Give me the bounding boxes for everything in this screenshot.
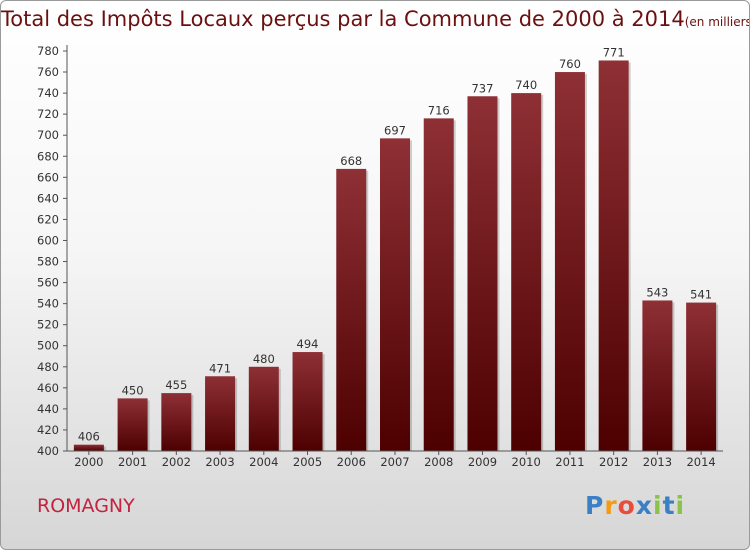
y-tick-label: 520 bbox=[37, 318, 59, 332]
x-tick-label: 2000 bbox=[74, 455, 103, 469]
x-tick-label: 2007 bbox=[380, 455, 409, 469]
bar bbox=[554, 72, 585, 451]
y-tick-label: 700 bbox=[37, 128, 59, 142]
bar bbox=[642, 300, 673, 451]
bar bbox=[205, 376, 236, 451]
x-tick-label: 2014 bbox=[686, 455, 715, 469]
chart-title-main: Total des Impôts Locaux perçus par la Co… bbox=[1, 7, 685, 31]
y-tick-label: 580 bbox=[37, 255, 59, 269]
logo-letter: r bbox=[604, 491, 618, 520]
x-tick-label: 2010 bbox=[512, 455, 541, 469]
y-tick-label: 740 bbox=[37, 86, 59, 100]
x-tick-label: 2011 bbox=[555, 455, 584, 469]
bar bbox=[598, 60, 629, 451]
commune-name: ROMAGNY bbox=[37, 495, 135, 517]
bars: 406 450 455 471 480 494 668 697 716 737 740 760 771 5… bbox=[73, 45, 719, 452]
y-tick-label: 460 bbox=[37, 381, 59, 395]
y-tick-label: 780 bbox=[37, 44, 59, 58]
y-tick-label: 500 bbox=[37, 339, 59, 353]
bar bbox=[423, 118, 454, 452]
bar-value-label: 668 bbox=[340, 154, 362, 168]
bar bbox=[161, 393, 192, 451]
y-axis: 400 420 440 460 480 500 520 540 560 580 600 620 640 6… bbox=[37, 44, 68, 458]
y-tick-label: 600 bbox=[37, 233, 59, 247]
x-tick-label: 2002 bbox=[162, 455, 191, 469]
bar-value-label: 771 bbox=[603, 45, 625, 59]
bar-value-label: 543 bbox=[646, 285, 668, 299]
bar-value-label: 494 bbox=[297, 337, 319, 351]
bar bbox=[467, 96, 498, 452]
y-tick-label: 620 bbox=[37, 212, 59, 226]
bar bbox=[686, 302, 717, 451]
chart-title: Total des Impôts Locaux perçus par la Co… bbox=[1, 7, 750, 31]
y-tick-label: 540 bbox=[37, 297, 59, 311]
bar-value-label: 450 bbox=[122, 383, 144, 397]
x-tick-label: 2005 bbox=[293, 455, 322, 469]
bar-value-label: 455 bbox=[165, 378, 187, 392]
bar-value-label: 406 bbox=[78, 430, 100, 444]
y-tick-label: 720 bbox=[37, 107, 59, 121]
bar-value-label: 697 bbox=[384, 123, 406, 137]
bar bbox=[117, 398, 148, 451]
bar bbox=[248, 366, 279, 451]
x-tick-label: 2004 bbox=[249, 455, 278, 469]
y-tick-label: 640 bbox=[37, 191, 59, 205]
bar-value-label: 541 bbox=[690, 288, 712, 302]
logo-letter: o bbox=[617, 491, 636, 520]
bar-value-label: 471 bbox=[209, 361, 231, 375]
x-tick-label: 2012 bbox=[599, 455, 628, 469]
bar-value-label: 737 bbox=[471, 81, 493, 95]
bar bbox=[336, 168, 367, 452]
bar-value-label: 740 bbox=[515, 78, 537, 92]
y-tick-label: 560 bbox=[37, 276, 59, 290]
bar-value-label: 760 bbox=[559, 57, 581, 71]
y-tick-label: 420 bbox=[37, 423, 59, 437]
x-axis: 2000 2001 2002 2003 2004 2005 2006 2007 2008 2009… bbox=[67, 450, 723, 469]
logo-letter: x bbox=[635, 491, 653, 520]
bar bbox=[73, 444, 104, 451]
logo-letter: P bbox=[585, 491, 605, 520]
y-tick-label: 760 bbox=[37, 65, 59, 79]
x-tick-label: 2009 bbox=[468, 455, 497, 469]
x-tick-label: 2003 bbox=[205, 455, 234, 469]
y-tick-label: 680 bbox=[37, 149, 59, 163]
y-tick-label: 660 bbox=[37, 170, 59, 184]
logo-letter: i bbox=[675, 491, 686, 520]
x-tick-label: 2008 bbox=[424, 455, 453, 469]
proxiti-logo[interactable]: Proxiti bbox=[585, 491, 685, 520]
bar-value-label: 716 bbox=[428, 103, 450, 117]
bar-value-label: 480 bbox=[253, 352, 275, 366]
y-tick-label: 400 bbox=[37, 444, 59, 458]
x-tick-label: 2006 bbox=[337, 455, 366, 469]
y-tick-label: 480 bbox=[37, 360, 59, 374]
x-tick-label: 2013 bbox=[643, 455, 672, 469]
bar bbox=[380, 138, 410, 452]
logo-letter: t bbox=[662, 491, 676, 520]
x-tick-label: 2001 bbox=[118, 455, 147, 469]
bar bbox=[292, 352, 323, 451]
logo-letter: i bbox=[653, 491, 663, 520]
chart-title-unit: (en milliers d'€) bbox=[684, 15, 750, 29]
bar bbox=[511, 93, 542, 452]
y-tick-label: 440 bbox=[37, 402, 59, 416]
